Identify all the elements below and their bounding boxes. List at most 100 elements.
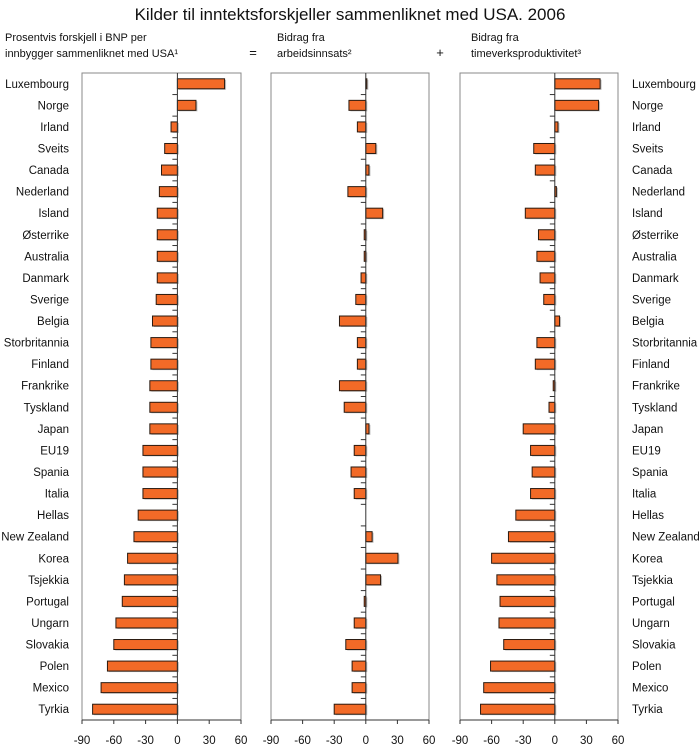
bar-canada xyxy=(534,164,556,176)
panel-2: -90 -60 -30 0 30 60 xyxy=(263,72,436,747)
bar-belgia xyxy=(338,315,367,327)
bar-tsjekkia xyxy=(496,574,556,586)
bar-australia xyxy=(156,250,178,262)
x-tick-label: -90 xyxy=(74,735,91,747)
bar-island xyxy=(365,207,384,219)
bar-tyrkia xyxy=(333,703,367,715)
bar-luxembourg xyxy=(176,78,226,90)
category-label: Tsjekkia xyxy=(28,575,70,587)
category-label: Belgia xyxy=(37,316,70,328)
bar-new-zealand xyxy=(365,531,373,543)
panel3-subtitle-line1: Bidrag fra xyxy=(471,32,520,44)
bar-nederland xyxy=(347,186,367,198)
bar-frankrike xyxy=(149,380,178,392)
category-label: Tyrkia xyxy=(632,704,663,716)
category-label: Australia xyxy=(24,251,69,263)
category-label: Norge xyxy=(38,100,69,112)
category-label: Island xyxy=(632,208,663,220)
bar-korea xyxy=(365,552,399,564)
x-tick-label: -60 xyxy=(483,735,500,747)
category-label: New Zealand xyxy=(632,532,700,544)
category-label: Tyskland xyxy=(632,402,677,414)
category-label: Slovakia xyxy=(632,640,676,652)
bar-italia xyxy=(142,488,178,500)
bar-shadow xyxy=(556,187,558,198)
x-tick-label: 0 xyxy=(174,735,180,747)
category-label: Tyrkia xyxy=(38,704,69,716)
bar-luxembourg xyxy=(554,78,601,90)
bar-shadow xyxy=(365,230,368,241)
category-label: Tsjekkia xyxy=(632,575,674,587)
bar-sverige xyxy=(155,293,178,305)
category-label: Norge xyxy=(632,100,663,112)
category-label: Belgia xyxy=(632,316,665,328)
bar-slovakia xyxy=(113,639,178,651)
bar-sveits xyxy=(164,142,178,154)
panel1-subtitle-line2: innbygger sammenliknet med USA¹ xyxy=(5,48,178,60)
category-label: Storbritannia xyxy=(4,338,70,350)
bar-irland xyxy=(356,121,367,133)
panel-1: Luxembourg Norge Irland Sveits Canada Nederla… xyxy=(1,72,248,747)
equals-sign: = xyxy=(249,45,257,60)
x-tick-label: 60 xyxy=(423,735,436,747)
category-label: Luxembourg xyxy=(5,79,69,91)
category-label: Irland xyxy=(40,122,69,134)
plot-frame xyxy=(270,72,430,721)
category-label: Sverige xyxy=(632,294,671,306)
category-label: Polen xyxy=(632,661,661,673)
bar-tyrkia xyxy=(480,703,556,715)
category-label: Frankrike xyxy=(21,381,69,393)
panel-3: Luxembourg Norge Irland Sveits Canada Nederla… xyxy=(452,72,700,747)
bar-hellas xyxy=(515,509,556,521)
bar-polen xyxy=(490,660,556,672)
category-label: New Zealand xyxy=(1,532,69,544)
category-label: Slovakia xyxy=(26,640,70,652)
category-label: Island xyxy=(38,208,69,220)
category-label: Nederland xyxy=(632,187,685,199)
x-tick-label: 60 xyxy=(235,735,248,747)
bar-new-zealand xyxy=(507,531,556,543)
category-label: Ungarn xyxy=(632,618,670,630)
x-tick-label: 30 xyxy=(580,735,593,747)
plot-frame xyxy=(81,72,242,721)
bar-sverige xyxy=(543,293,556,305)
bar-mexico xyxy=(483,682,556,694)
bar-polen xyxy=(106,660,178,672)
category-label: Ungarn xyxy=(31,618,69,630)
bar-frankrike xyxy=(338,380,367,392)
bar-østerrike xyxy=(537,229,556,241)
category-label: Tyskland xyxy=(24,402,69,414)
bar-eu19 xyxy=(142,444,178,456)
bar-shadow xyxy=(554,381,557,392)
bar-sveits xyxy=(365,142,377,154)
bar-polen xyxy=(351,660,367,672)
bar-danmark xyxy=(360,272,367,284)
category-label: Hellas xyxy=(632,510,664,522)
x-tick-label: -30 xyxy=(137,735,154,747)
bar-tyskland xyxy=(548,401,556,413)
bar-belgia xyxy=(151,315,178,327)
chart-title: Kilder til inntektsforskjeller sammenlik… xyxy=(135,5,566,24)
bar-mexico xyxy=(100,682,178,694)
category-label: Storbritannia xyxy=(632,338,698,350)
bar-shadow xyxy=(365,597,368,608)
bar-finland xyxy=(534,358,556,370)
bar-shadow xyxy=(365,252,368,263)
category-label: Italia xyxy=(632,489,657,501)
category-label: Japan xyxy=(38,424,69,436)
category-label: Korea xyxy=(38,553,69,565)
x-tick-label: 60 xyxy=(612,735,625,747)
category-label: Spania xyxy=(33,467,69,479)
bar-tyrkia xyxy=(92,703,178,715)
bar-italia xyxy=(353,488,367,500)
bar-danmark xyxy=(156,272,178,284)
bar-østerrike xyxy=(156,229,178,241)
bar-slovakia xyxy=(345,639,367,651)
category-label: Sveits xyxy=(632,143,664,155)
category-label: Hellas xyxy=(37,510,69,522)
bar-hellas xyxy=(137,509,178,521)
bar-portugal xyxy=(499,595,556,607)
bar-tsjekkia xyxy=(123,574,178,586)
